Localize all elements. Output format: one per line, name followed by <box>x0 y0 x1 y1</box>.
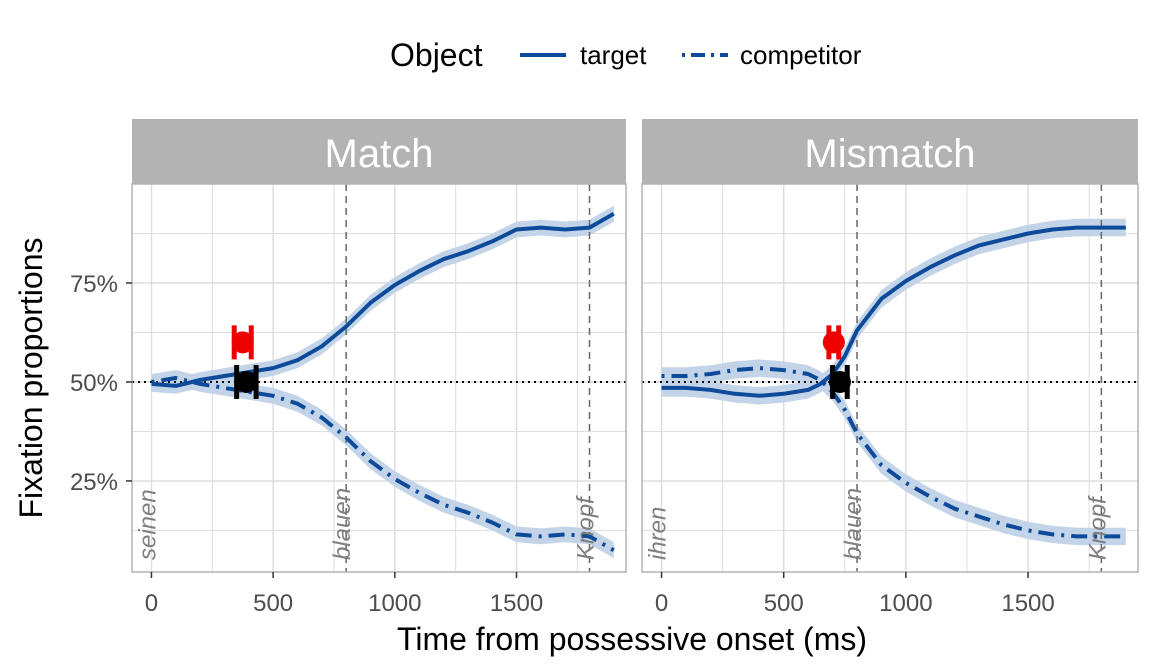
ribbon-target <box>151 205 614 394</box>
facet-strip <box>132 119 626 184</box>
ribbon-target <box>661 218 1126 405</box>
x-tick-label: 0 <box>145 590 158 617</box>
word-label: seinen <box>135 489 162 560</box>
panel-mismatch: Mismatch ihren blauen Knopf 0 500 1000 1500 <box>641 119 1139 617</box>
x-tick-label: 1000 <box>368 590 421 617</box>
legend-label-target: target <box>580 40 647 70</box>
legend-title: Object <box>390 37 483 73</box>
x-tick-label: 1000 <box>879 590 932 617</box>
panel-border <box>641 183 1139 573</box>
panel-border <box>131 183 627 573</box>
y-tick-label: 50% <box>70 370 118 397</box>
panel-match: Match seinen blauen Knopf 0 500 1000 1500 <box>131 119 627 617</box>
series-line-competitor <box>661 366 1126 539</box>
legend-label-competitor: competitor <box>740 40 862 70</box>
y-tick-label: 25% <box>70 469 118 496</box>
point-red <box>822 331 845 354</box>
ribbon-competitor <box>661 359 1126 546</box>
word-label: ihren <box>645 507 672 560</box>
facet-label: Match <box>325 132 434 176</box>
legend: Object target competitor <box>390 37 862 73</box>
x-tick-label: 500 <box>253 590 293 617</box>
x-tick-label: 0 <box>655 590 668 617</box>
word-label: Knopf <box>573 495 600 560</box>
x-tick-label: 1500 <box>1001 590 1054 617</box>
x-tick-label: 500 <box>764 590 804 617</box>
facet-strip <box>642 119 1138 184</box>
point-red <box>231 331 254 354</box>
point-black <box>235 370 258 393</box>
series-line-competitor <box>151 376 615 552</box>
x-axis-title: Time from possessive onset (ms) <box>397 621 867 657</box>
x-tick-label: 1500 <box>490 590 543 617</box>
point-black <box>828 370 851 393</box>
series-line-target <box>151 211 615 388</box>
word-label: blauen <box>840 488 867 560</box>
ribbon-competitor <box>151 370 614 559</box>
facet-label: Mismatch <box>804 132 975 176</box>
y-axis-title: Fixation proportions <box>13 237 49 518</box>
y-axis: 25% 50% 75% <box>70 271 132 496</box>
series-line-target <box>661 225 1126 398</box>
word-label: Knopf <box>1084 495 1111 560</box>
y-tick-label: 75% <box>70 271 118 298</box>
word-label: blauen <box>329 488 356 560</box>
